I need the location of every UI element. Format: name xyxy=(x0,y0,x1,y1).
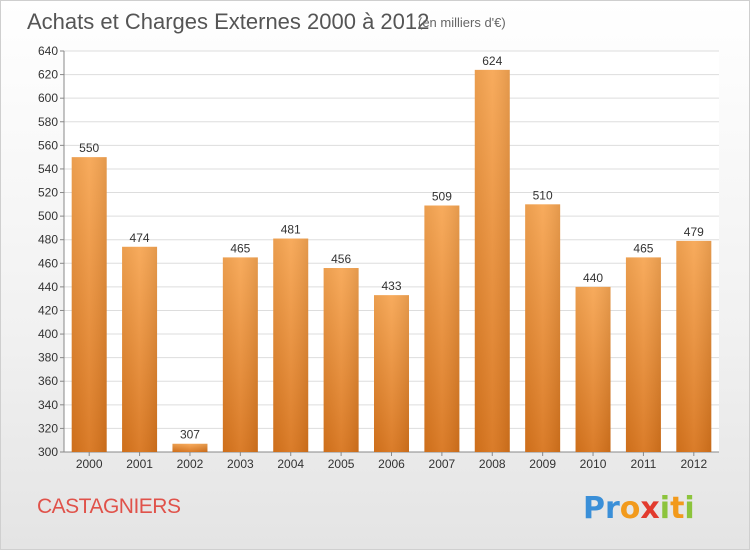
y-tick-label: 620 xyxy=(38,68,58,82)
chart-unit-note: (en milliers d'€) xyxy=(418,15,506,30)
data-label: 624 xyxy=(482,54,502,68)
data-label: 550 xyxy=(79,141,99,155)
logo-letter: i xyxy=(684,491,695,526)
bar-shade xyxy=(323,268,359,452)
y-tick-label: 440 xyxy=(38,280,58,294)
x-tick-label: 2006 xyxy=(378,457,405,471)
x-tick-label: 2012 xyxy=(680,457,707,471)
x-tick-label: 2005 xyxy=(328,457,355,471)
bar-shade xyxy=(474,69,510,452)
x-tick-label: 2003 xyxy=(227,457,254,471)
x-tick-label: 2001 xyxy=(126,457,153,471)
y-tick-label: 600 xyxy=(38,91,58,105)
y-tick-label: 540 xyxy=(38,162,58,176)
bar-shade xyxy=(424,205,460,452)
y-tick-label: 340 xyxy=(38,398,58,412)
logo-letter: P xyxy=(583,491,605,526)
data-label: 465 xyxy=(230,241,250,255)
y-tick-label: 460 xyxy=(38,256,58,270)
x-tick-label: 2010 xyxy=(580,457,607,471)
bar-shade xyxy=(172,443,208,452)
y-tick-label: 400 xyxy=(38,327,58,341)
data-label: 307 xyxy=(180,428,200,442)
y-tick-label: 360 xyxy=(38,374,58,388)
bar-shade xyxy=(122,246,158,452)
data-label: 456 xyxy=(331,252,351,266)
commune-name: CASTAGNIERS xyxy=(37,495,181,518)
y-tick-label: 300 xyxy=(38,445,58,459)
data-label: 433 xyxy=(381,279,401,293)
y-tick-label: 480 xyxy=(38,233,58,247)
data-label: 440 xyxy=(583,271,603,285)
bar-shade xyxy=(575,286,611,452)
logo-letter: r xyxy=(605,491,620,526)
bar-shade xyxy=(71,157,107,452)
x-tick-label: 2000 xyxy=(76,457,103,471)
y-tick-label: 640 xyxy=(38,44,58,58)
proxiti-logo: Proxiti xyxy=(583,491,695,526)
x-tick-label: 2008 xyxy=(479,457,506,471)
logo-letter: i xyxy=(659,491,671,526)
y-tick-label: 500 xyxy=(38,209,58,223)
y-tick-label: 580 xyxy=(38,115,58,129)
data-label: 465 xyxy=(633,241,653,255)
logo-letter: x xyxy=(640,491,660,526)
data-label: 509 xyxy=(432,190,452,204)
bar-shade xyxy=(222,257,258,452)
bar-shade xyxy=(525,204,561,452)
chart-title: Achats et Charges Externes 2000 à 2012 xyxy=(27,9,430,34)
logo-letter: o xyxy=(619,491,641,526)
data-label: 479 xyxy=(684,225,704,239)
bar-shade xyxy=(676,240,712,452)
logo-letter: t xyxy=(670,491,685,526)
x-tick-label: 2004 xyxy=(277,457,304,471)
bar-shade xyxy=(374,295,409,452)
x-tick-label: 2011 xyxy=(631,457,657,471)
bar-shade xyxy=(625,257,661,452)
bar-shade xyxy=(273,238,309,452)
data-label: 481 xyxy=(281,223,301,237)
data-label: 510 xyxy=(533,188,553,202)
x-tick-label: 2002 xyxy=(177,457,204,471)
data-label: 474 xyxy=(130,231,150,245)
x-tick-label: 2009 xyxy=(529,457,556,471)
y-tick-label: 420 xyxy=(38,303,58,317)
y-tick-label: 380 xyxy=(38,351,58,365)
y-tick-label: 320 xyxy=(38,421,58,435)
y-tick-label: 520 xyxy=(38,186,58,200)
y-tick-label: 560 xyxy=(38,138,58,152)
x-tick-label: 2007 xyxy=(429,457,456,471)
